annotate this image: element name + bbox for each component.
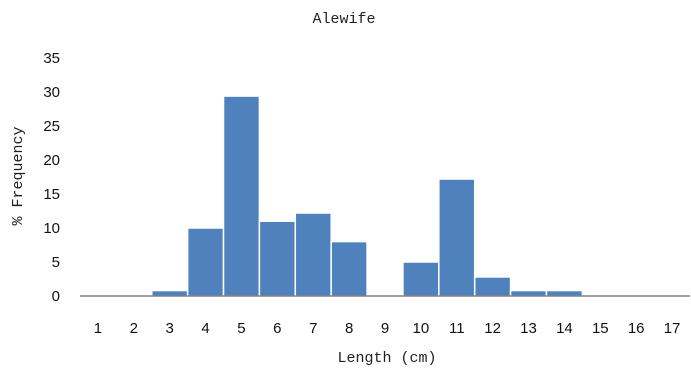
chart-title: Alewife <box>312 11 375 28</box>
bar-4 <box>186 227 225 297</box>
x-tick-label: 2 <box>130 320 138 337</box>
bar-11 <box>438 178 476 297</box>
x-axis-label: Length (cm) <box>337 350 436 367</box>
bar-13 <box>509 289 548 297</box>
y-tick-label: 20 <box>43 152 60 169</box>
y-tick-label: 35 <box>43 50 60 67</box>
x-tick-label: 9 <box>381 320 389 337</box>
x-tick-label: 17 <box>664 320 681 337</box>
bar-14 <box>545 289 584 297</box>
x-tick-label: 16 <box>628 320 645 337</box>
bar-5 <box>222 95 261 297</box>
y-tick-label: 30 <box>43 84 60 101</box>
bar-12 <box>473 276 512 297</box>
x-axis: 1 2 3 4 5 6 7 8 9 10 11 12 13 14 15 16 17 <box>94 320 681 337</box>
x-tick-label: 3 <box>166 320 174 337</box>
x-tick-label: 11 <box>449 320 465 337</box>
x-tick-label: 14 <box>556 320 573 337</box>
bars <box>151 95 584 297</box>
x-tick-label: 5 <box>237 320 245 337</box>
x-tick-label: 10 <box>413 320 430 337</box>
x-tick-label: 13 <box>520 320 537 337</box>
y-tick-label: 15 <box>43 186 60 203</box>
x-tick-label: 6 <box>273 320 281 337</box>
x-tick-label: 1 <box>94 320 102 337</box>
x-tick-label: 8 <box>345 320 353 337</box>
y-axis-label: % Frequency <box>10 126 27 225</box>
bar-10 <box>402 261 440 297</box>
x-tick-label: 12 <box>484 320 501 337</box>
x-tick-label: 15 <box>592 320 609 337</box>
y-tick-label: 5 <box>52 254 60 271</box>
bar-8 <box>330 240 368 297</box>
bar-6 <box>258 220 297 297</box>
bar-3 <box>151 289 189 297</box>
y-tick-label: 0 <box>52 288 60 305</box>
y-tick-label: 10 <box>43 220 60 237</box>
y-axis: 0 5 10 15 20 25 30 35 <box>43 50 60 305</box>
x-tick-label: 4 <box>201 320 209 337</box>
y-tick-label: 25 <box>43 118 60 135</box>
x-tick-label: 7 <box>309 320 317 337</box>
bar-7 <box>294 212 332 297</box>
